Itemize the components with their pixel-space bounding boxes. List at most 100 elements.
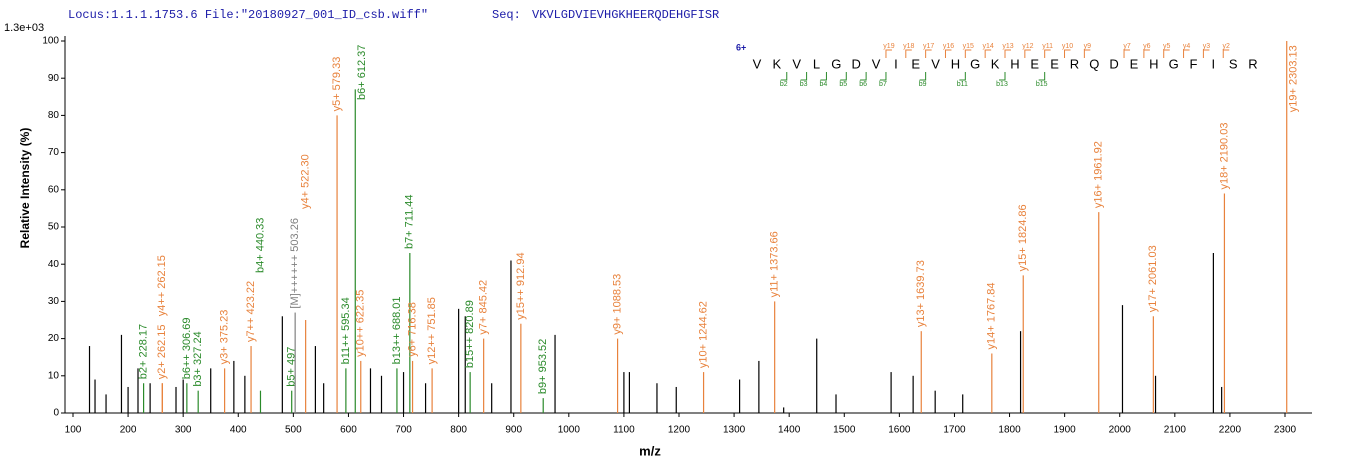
y-tick-label: 30 — [48, 296, 60, 307]
y-ion-bracket — [1004, 49, 1011, 58]
peak-label: y11+ 1373.66 — [769, 231, 781, 297]
y-tick-label: 90 — [48, 73, 60, 84]
sequence-letter: G — [831, 56, 841, 71]
sequence-letter: V — [872, 56, 881, 71]
sequence-letter: E — [1050, 56, 1059, 71]
y-tick-label: 0 — [53, 408, 59, 419]
sequence-letter: D — [852, 56, 861, 71]
y-ion-marker: y14 — [983, 43, 994, 50]
b-ion-marker: b11 — [957, 81, 968, 88]
x-tick-label: 400 — [230, 425, 247, 436]
y-ion-bracket — [1163, 49, 1170, 58]
b-ion-bracket — [820, 72, 827, 81]
y-ion-bracket — [964, 49, 972, 58]
b-ion-marker: b7 — [879, 81, 887, 88]
peak-label: y17+ 2061.03 — [1147, 245, 1159, 312]
sequence-letter: K — [991, 56, 1000, 71]
peak-label: y3+ 375.23 — [219, 310, 231, 365]
b-ion-marker: b4 — [820, 81, 828, 88]
x-tick-label: 300 — [175, 425, 192, 436]
b-ion-marker: b9 — [919, 81, 927, 88]
peak-label: y4+ 522.30 — [300, 154, 312, 209]
sequence-letter: H — [1010, 56, 1019, 71]
b-ion-bracket — [860, 72, 867, 81]
y-tick-label: 80 — [48, 110, 60, 121]
x-tick-label: 600 — [340, 425, 357, 436]
sequence-letter: E — [911, 56, 920, 71]
b-ion-marker: b3 — [800, 81, 808, 88]
peak-label: b9+ 953.52 — [537, 339, 549, 394]
sequence-letter: V — [792, 56, 801, 71]
y-ion-marker: y7 — [1123, 43, 1131, 50]
header-locus: Locus:1.1.1.1753.6 File:"20180927_001_ID… — [68, 8, 428, 22]
y-ion-bracket — [1083, 49, 1091, 58]
sequence-letter: G — [1169, 56, 1179, 71]
y-tick-label: 100 — [42, 36, 59, 47]
sequence-letter: I — [1212, 56, 1216, 71]
peak-label: y15++ 912.94 — [515, 252, 527, 319]
header-seq: VKVLGDVIEVHGKHEERQDEHGFISR — [532, 8, 719, 22]
b-ion-bracket — [780, 72, 788, 81]
b-ion-marker: b2 — [780, 81, 788, 88]
sequence-letter: S — [1229, 56, 1238, 71]
x-tick-label: 1300 — [723, 425, 746, 436]
sequence-letter: D — [1109, 56, 1118, 71]
peak-label: y19+ 2303.13 — [1288, 45, 1300, 112]
y-tick-label: 50 — [48, 222, 60, 233]
peak-label: y7++ 423.22 — [245, 281, 257, 342]
sequence-letter: G — [970, 56, 980, 71]
sequence-letter: E — [1030, 56, 1039, 71]
b-ion-bracket — [800, 72, 808, 81]
y-ion-bracket — [1064, 49, 1071, 58]
x-tick-label: 700 — [395, 425, 412, 436]
x-tick-label: 100 — [65, 425, 82, 436]
scale-label: 1.3e+03 — [4, 22, 44, 34]
b-ion-bracket — [999, 72, 1006, 81]
y-ion-bracket — [1202, 49, 1210, 58]
b-ion-bracket — [840, 72, 847, 81]
peak-label: y6+ 716.38 — [406, 302, 418, 357]
y-ion-marker: y2 — [1223, 43, 1231, 50]
y-ion-marker: y18 — [903, 43, 914, 50]
peak-label: y16+ 1961.92 — [1093, 141, 1105, 208]
peak-label: y4++ 262.15 — [156, 255, 168, 316]
peak-label: b15++ 820.89 — [464, 300, 476, 368]
peak-label: y10++ 622.35 — [355, 290, 367, 357]
peak-label: b5+ 497 — [286, 347, 298, 387]
y-ion-marker: y16 — [943, 43, 954, 50]
b-ion-marker: b13 — [996, 81, 1008, 88]
x-tick-label: 1900 — [1054, 425, 1077, 436]
y-ion-marker: y5 — [1163, 43, 1171, 50]
y-ion-bracket — [925, 49, 932, 58]
peak-label: [M]++++++ 503.26 — [289, 218, 301, 309]
x-tick-label: 2000 — [1109, 425, 1132, 436]
x-tick-label: 2200 — [1219, 425, 1242, 436]
y-ion-bracket — [1222, 49, 1230, 58]
y-axis-label: Relative Intensity (%) — [18, 128, 32, 249]
b-ion-marker: b5 — [839, 81, 847, 88]
peak-label: y12++ 751.85 — [426, 297, 438, 364]
b-ion-marker: b15 — [1036, 81, 1048, 88]
y-ion-bracket — [1143, 49, 1150, 58]
b-ion-marker: b6 — [859, 81, 867, 88]
y-ion-marker: y12 — [1022, 43, 1033, 50]
peak-label: b6+ 612.37 — [356, 45, 368, 100]
x-tick-label: 500 — [285, 425, 302, 436]
peak-label: y15+ 1824.86 — [1017, 204, 1029, 271]
peak-label: b11++ 595.34 — [340, 297, 352, 364]
x-axis-label: m/z — [639, 443, 661, 458]
peak-label: y5+ 579.33 — [331, 57, 343, 112]
x-tick-label: 1600 — [888, 425, 911, 436]
x-tick-label: 2300 — [1274, 425, 1297, 436]
charge-state: 6+ — [736, 42, 746, 52]
y-ion-bracket — [944, 49, 952, 58]
peak-label: b7+ 711.44 — [404, 194, 416, 249]
peak-label: y7+ 845.42 — [478, 280, 490, 335]
x-tick-label: 1500 — [833, 425, 856, 436]
x-tick-label: 200 — [120, 425, 137, 436]
peak-label: b3+ 327.24 — [192, 331, 204, 386]
y-ion-marker: y3 — [1203, 43, 1211, 50]
b-ion-bracket — [959, 72, 966, 81]
y-ion-marker: y11 — [1042, 43, 1053, 50]
y-tick-label: 70 — [48, 147, 60, 158]
